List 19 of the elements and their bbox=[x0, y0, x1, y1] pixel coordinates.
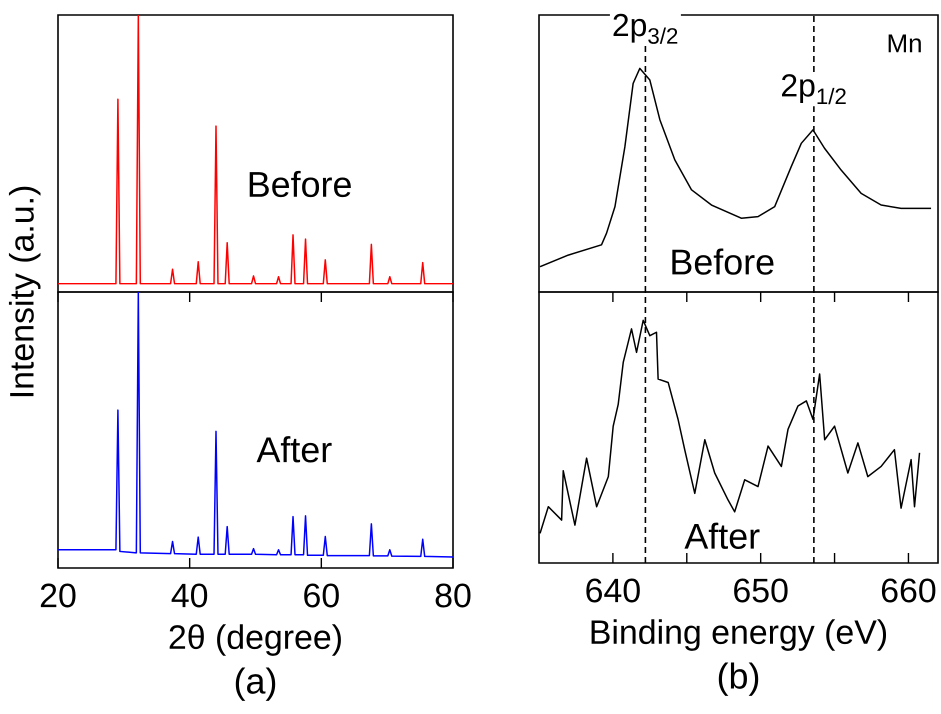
text: (a) bbox=[236, 667, 276, 701]
x-tick-label: 650 bbox=[734, 578, 788, 602]
annotation: 2p$_{3/2}$ bbox=[614, 14, 678, 44]
x-tick-label: 80 bbox=[436, 583, 471, 608]
x-tick-label: 40 bbox=[172, 583, 208, 608]
annotation: 2p$_{1/2}$ bbox=[782, 74, 846, 104]
text: (b) bbox=[718, 662, 758, 696]
x-tick-label: 20 bbox=[40, 583, 76, 608]
x-tick-label: 60 bbox=[304, 583, 339, 608]
series-label: Before bbox=[672, 248, 774, 275]
x-tick-label: 640 bbox=[586, 578, 640, 602]
series-label: Before bbox=[250, 170, 351, 198]
x-axis-title: 2θ (degree) bbox=[170, 624, 341, 656]
x-axis-title: Binding energy (eV) bbox=[592, 619, 886, 651]
series-label: After bbox=[256, 436, 332, 462]
x-tick-label: 660 bbox=[882, 578, 936, 602]
text: Mn bbox=[888, 34, 921, 52]
legend-label: After bbox=[684, 522, 760, 549]
y-axis-title: Intensity (a.u.) bbox=[8, 186, 41, 396]
